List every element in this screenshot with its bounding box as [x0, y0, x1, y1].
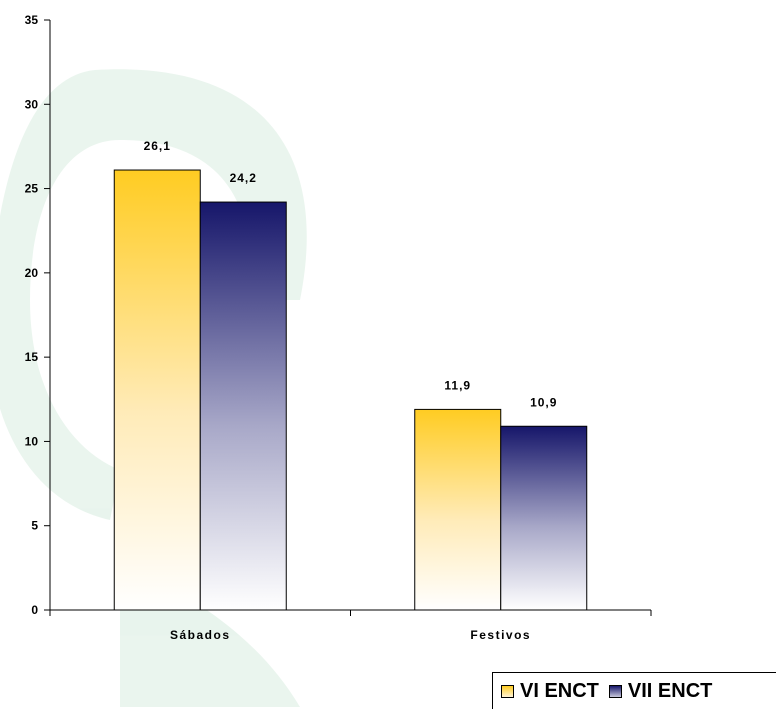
data-label: 11,9 — [444, 378, 471, 392]
y-tick-label: 15 — [25, 350, 39, 364]
legend-item-vi-enct: VI ENCT — [501, 680, 599, 703]
y-tick-label: 20 — [25, 266, 39, 280]
x-category-label: Sábados — [170, 628, 231, 642]
chart-legend: VI ENCT VII ENCT — [492, 672, 776, 709]
data-label: 24,2 — [230, 171, 257, 185]
legend-swatch-vi-enct — [501, 684, 514, 698]
bar-vii-enct-1 — [500, 425, 588, 611]
y-tick-label: 25 — [25, 182, 39, 196]
legend-label-vii-enct: VII ENCT — [627, 679, 713, 702]
y-tick-label: 5 — [31, 519, 38, 533]
y-tick-label: 35 — [25, 13, 39, 27]
chart-bars — [113, 169, 588, 611]
chart-labels: 26,1 24,2 Sábados 11,9 10,9 Festivos — [144, 139, 557, 642]
legend-swatch-vii-enct — [608, 684, 622, 698]
bar-vi-enct-0 — [113, 169, 201, 611]
y-axis-ticks: 0 5 10 15 20 25 30 35 — [25, 13, 50, 617]
bar-vi-enct-1 — [414, 408, 502, 611]
y-tick-label: 30 — [25, 97, 39, 111]
data-label: 26,1 — [144, 139, 171, 153]
x-category-label: Festivos — [470, 628, 531, 642]
bar-vii-enct-0 — [199, 201, 287, 611]
legend-item-vii-enct: VII ENCT — [608, 679, 713, 703]
data-label: 10,9 — [530, 395, 557, 409]
y-tick-label: 10 — [25, 434, 39, 448]
legend-label-vi-enct: VI ENCT — [520, 679, 599, 702]
y-tick-label: 0 — [31, 603, 38, 617]
